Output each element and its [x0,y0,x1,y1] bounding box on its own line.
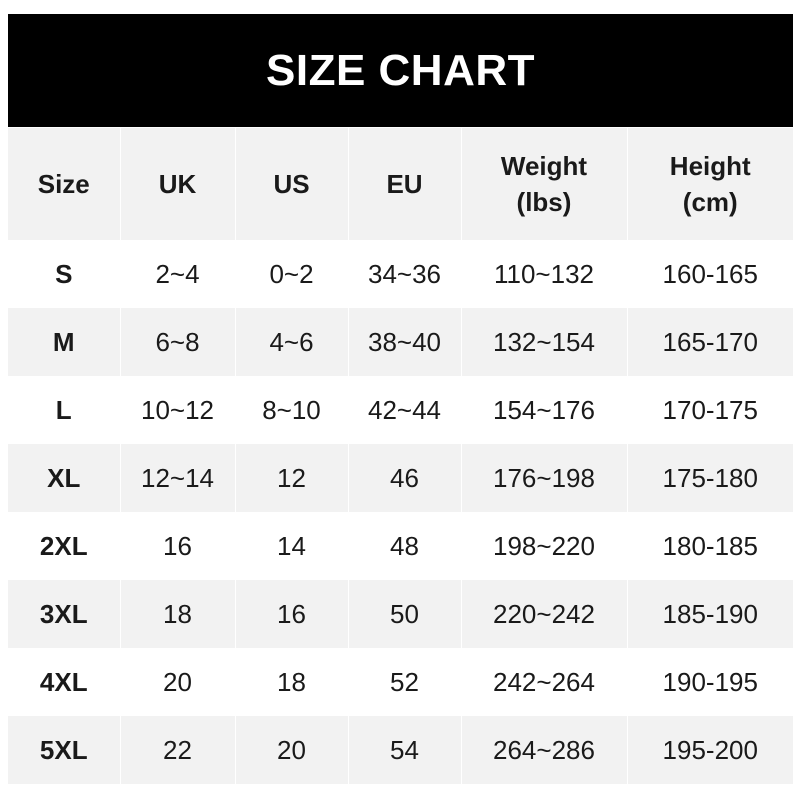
table-cell: 175-180 [626,444,793,512]
table-header-row: Size UK US EU Weight (lbs) Height (cm) [8,128,793,240]
table-cell: 12~14 [119,444,235,512]
table-cell: 16 [234,580,348,648]
table-cell: 6~8 [119,308,235,376]
table-row: 4XL 20 18 52 242~264 190-195 [8,648,793,716]
table-cell: 18 [119,580,235,648]
table-cell: 46 [347,444,461,512]
table-row: S 2~4 0~2 34~36 110~132 160-165 [8,240,793,308]
table-cell: 48 [347,512,461,580]
table-row: 5XL 22 20 54 264~286 195-200 [8,716,793,784]
table-row: 2XL 16 14 48 198~220 180-185 [8,512,793,580]
table-cell: 34~36 [347,240,461,308]
table-cell: 165-170 [626,308,793,376]
table-cell: 110~132 [460,240,627,308]
table-cell: 220~242 [460,580,627,648]
size-label: S [55,258,73,289]
table-cell: 170-175 [626,376,793,444]
table-cell: 4~6 [234,308,348,376]
column-header: US [234,128,348,240]
column-header: Weight (lbs) [460,128,627,240]
size-label: L [55,394,72,425]
table-row: XL 12~14 12 46 176~198 175-180 [8,444,793,512]
table-cell: 264~286 [460,716,627,784]
table-cell: 180-185 [626,512,793,580]
table-cell: 0~2 [234,240,348,308]
column-header: Height (cm) [626,128,793,240]
size-label: 3XL [8,580,120,648]
table-cell: 14 [234,512,348,580]
table-cell: 16 [119,512,235,580]
column-header: UK [119,128,235,240]
size-label: 2XL [39,530,88,561]
table-cell: 52 [347,648,461,716]
table-cell: 242~264 [460,648,627,716]
table-cell: 190-195 [626,648,793,716]
table-row: L 10~12 8~10 42~44 154~176 170-175 [8,376,793,444]
table-cell: 20 [119,648,235,716]
size-label: 4XL [39,666,88,697]
table-cell: 2~4 [119,240,235,308]
table-cell: 22 [119,716,235,784]
size-label: XL [8,444,120,512]
table-cell: 195-200 [626,716,793,784]
table-cell: 12 [234,444,348,512]
table-row: M 6~8 4~6 38~40 132~154 165-170 [8,308,793,376]
table-cell: 54 [347,716,461,784]
table-row: 3XL 18 16 50 220~242 185-190 [8,580,793,648]
table-cell: 18 [234,648,348,716]
table-cell: 154~176 [460,376,627,444]
column-header: Size [8,128,120,240]
table-cell: 176~198 [460,444,627,512]
column-header: EU [347,128,461,240]
page-title: SIZE CHART [8,14,793,127]
size-chart-table: Size UK US EU Weight (lbs) Height (cm) S 2~4 0~… [8,128,793,784]
table-cell: 42~44 [347,376,461,444]
size-label: M [8,308,120,376]
table-cell: 38~40 [347,308,461,376]
table-cell: 132~154 [460,308,627,376]
table-cell: 20 [234,716,348,784]
size-label: 5XL [8,716,120,784]
table-cell: 185-190 [626,580,793,648]
table-cell: 10~12 [119,376,235,444]
table-cell: 50 [347,580,461,648]
table-cell: 160-165 [626,240,793,308]
table-cell: 198~220 [460,512,627,580]
table-cell: 8~10 [234,376,348,444]
